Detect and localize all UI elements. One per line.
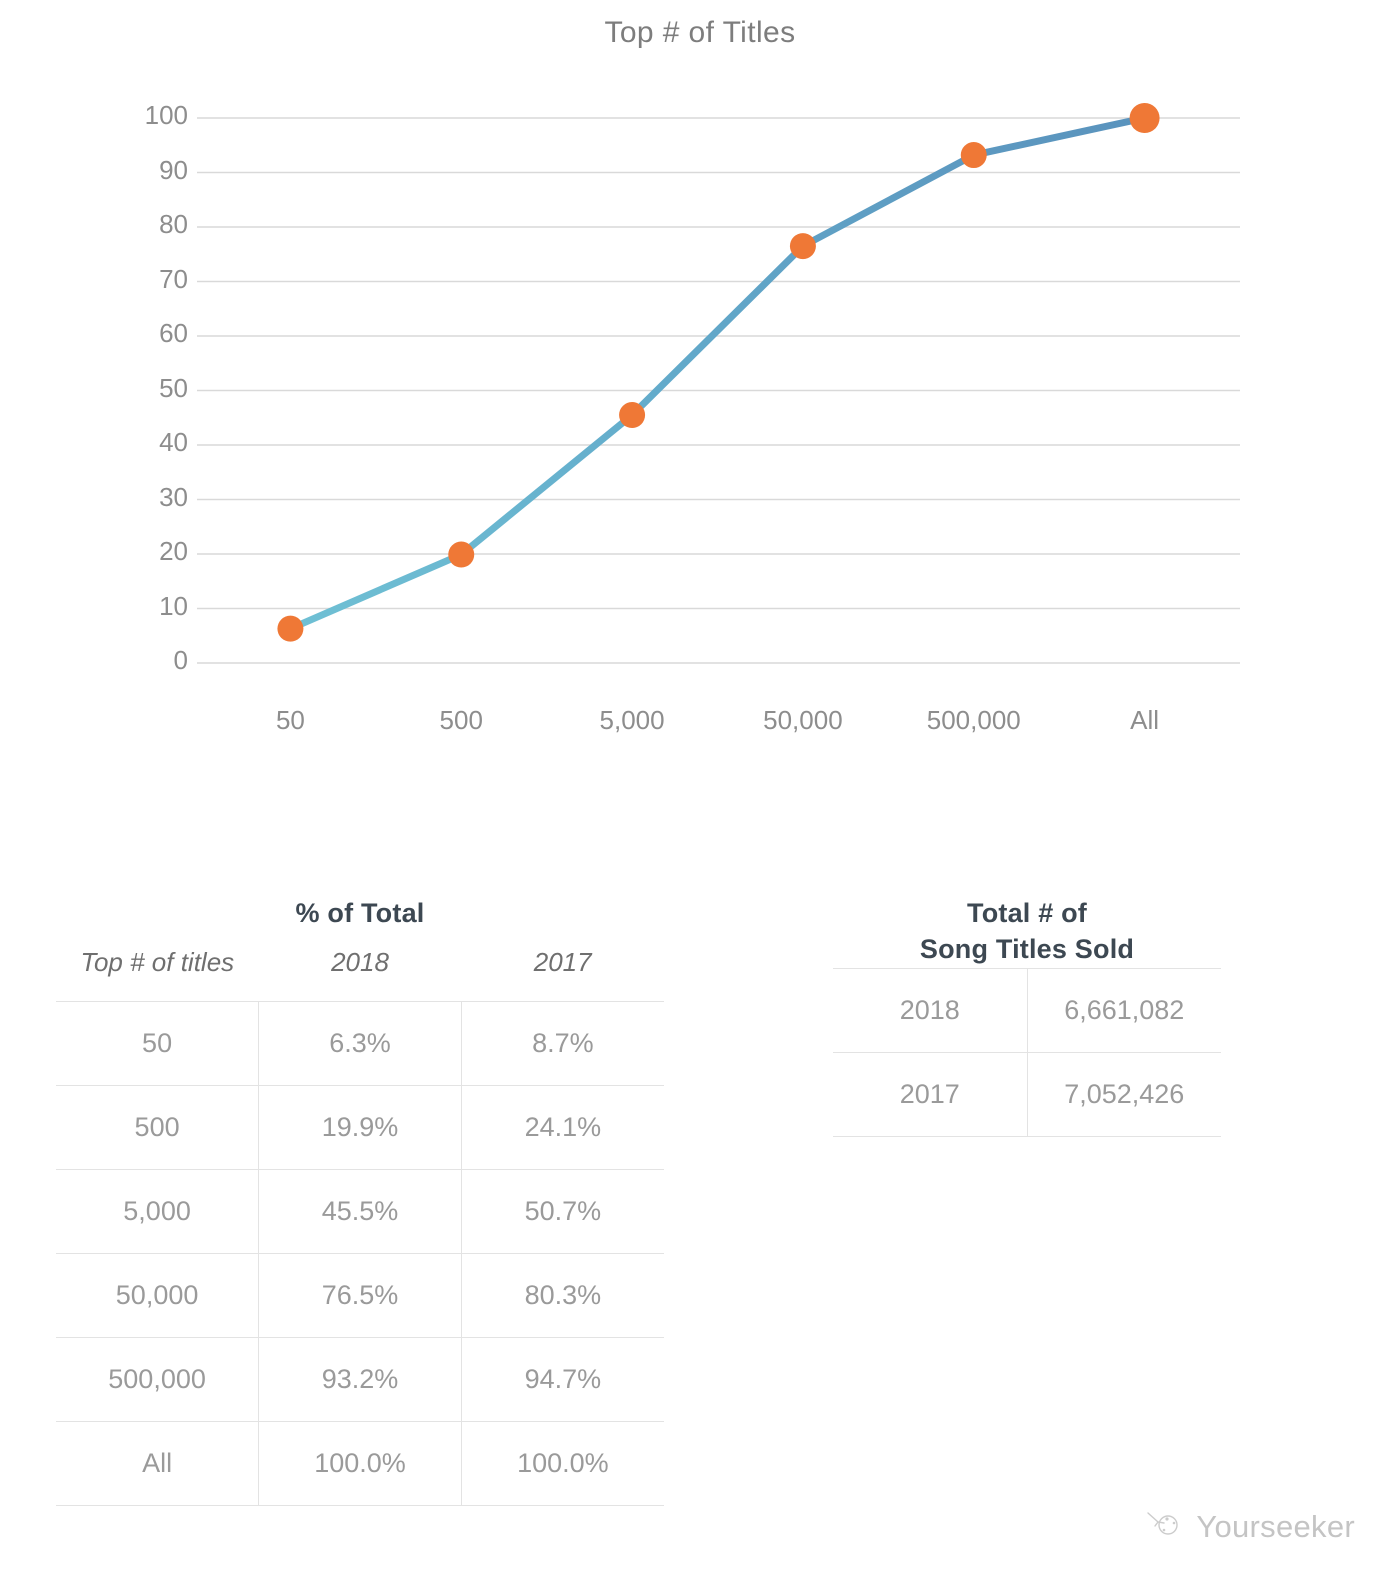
table-header: Top # of titles 2018 2017 [56,931,664,1002]
cell-2018: 93.2% [258,1337,462,1423]
series-line-2018 [286,114,1149,633]
y-axis-tick-label: 90 [159,154,188,185]
data-point-marker[interactable] [448,541,475,568]
cell-total-titles: 7,052,426 [1026,1052,1221,1137]
table-row: 5,000 45.5% 50.7% [56,1169,664,1255]
table-body: 50 6.3% 8.7% 500 19.9% 24.1% 5,000 45.5% 50.7% 50… [56,1001,664,1507]
column-header-titles: Top # of titles [80,946,235,977]
gridlines [215,117,1240,664]
left-table-caption: % of Total [295,898,425,928]
y-axis-tick-marks [197,117,215,664]
table-row: 50 6.3% 8.7% [56,1001,664,1087]
total-song-titles-table-block: Total # of Song Titles Sold 2018 6,661,08… [833,895,1221,1137]
cell-2017: 94.7% [460,1337,664,1423]
cell-total-titles: 6,661,082 [1026,967,1221,1053]
y-axis-tick-label: 100 [144,100,188,130]
y-axis-tick-label: 50 [159,372,188,403]
chart-container: Top # of Titles % of Total 0102030405060… [0,0,1240,800]
cell-2018: 45.5% [258,1169,462,1255]
cell-2017: 50.7% [460,1169,664,1255]
cell-2017: 80.3% [460,1253,664,1339]
cell-top-titles: 5,000 [56,1169,259,1255]
cell-year: 2018 [833,967,1027,1053]
x-axis-tick-label: 500,000 [926,705,1021,735]
table-row: 500,000 93.2% 94.7% [56,1337,664,1423]
cell-top-titles: 50,000 [56,1253,259,1339]
data-point-marker[interactable] [789,233,816,260]
cell-2018: 19.9% [258,1085,462,1171]
cell-top-titles: 50 [56,1001,259,1087]
cell-2018: 6.3% [258,1001,462,1087]
watermark: Yourseeker [1144,1507,1355,1546]
y-axis-tick-label: 70 [159,263,188,294]
watermark-label: Yourseeker [1196,1508,1355,1544]
right-table-caption-line1: Total # of [967,898,1087,928]
y-axis-tick-label: 20 [159,536,188,566]
y-axis-tick-label: 30 [159,481,188,512]
data-point-marker[interactable] [619,402,646,429]
data-point-markers [277,103,1160,642]
y-axis-tick-label: 0 [173,645,188,675]
data-point-marker[interactable] [277,615,304,642]
cell-year: 2017 [833,1052,1027,1137]
yourseeker-logo-icon [1144,1507,1184,1546]
y-axis-tick-label: 80 [159,209,188,239]
table-row: 2018 6,661,082 [833,967,1221,1053]
y-axis-tick-labels: 0 10 20 30 40 50 60 70 80 90 100 [70,0,188,800]
cell-2017: 8.7% [460,1001,664,1087]
y-axis-tick-label: 10 [159,590,188,621]
cell-2017: 24.1% [460,1085,664,1171]
y-axis-tick-label: 40 [159,427,188,457]
column-header-2017: 2017 [533,946,592,977]
tables-area: % of Total Top # of titles 2018 2017 50 6… [0,895,1400,1580]
right-table-caption: Total # of Song Titles Sold [833,895,1221,968]
x-axis-tick-label: 50 [275,705,305,735]
right-table-caption-line2: Song Titles Sold [919,934,1135,965]
column-header-2018: 2018 [331,946,389,977]
x-axis-tick-label: 5,000 [599,705,665,735]
table-body: 2018 6,661,082 2017 7,052,426 [833,967,1221,1137]
x-axis-tick-labels: 50 500 5,000 50,000 500,000 All [215,705,1240,745]
data-point-marker[interactable] [960,142,987,169]
table-row: 50,000 76.5% 80.3% [56,1253,664,1339]
table-header-row: Top # of titles 2018 2017 [56,931,664,1002]
x-axis-tick-label: 50,000 [763,705,843,735]
cell-top-titles: 500 [56,1085,259,1171]
percent-of-total-table-block: % of Total Top # of titles 2018 2017 50 6… [56,895,664,1507]
cell-top-titles: 500,000 [56,1337,259,1423]
percent-of-total-table: Top # of titles 2018 2017 50 6.3% 8.7% 500 1… [56,931,664,1507]
total-song-titles-table: 2018 6,661,082 2017 7,052,426 [833,967,1221,1137]
cell-top-titles: All [56,1421,259,1507]
table-row: All 100.0% 100.0% [56,1421,664,1507]
cell-2017: 100.0% [460,1421,664,1507]
cell-2018: 76.5% [258,1253,462,1339]
table-row: 500 19.9% 24.1% [56,1085,664,1171]
table-row: 2017 7,052,426 [833,1052,1221,1137]
cell-2018: 100.0% [258,1421,462,1507]
x-axis-tick-label: 500 [439,705,483,735]
plot-area [197,103,1240,664]
chart-title: Top # of Titles [604,16,796,49]
x-axis-tick-label: All [1130,705,1160,735]
line-chart-svg [197,103,1240,664]
y-axis-tick-label: 60 [159,318,188,348]
data-point-marker[interactable] [1129,103,1160,133]
